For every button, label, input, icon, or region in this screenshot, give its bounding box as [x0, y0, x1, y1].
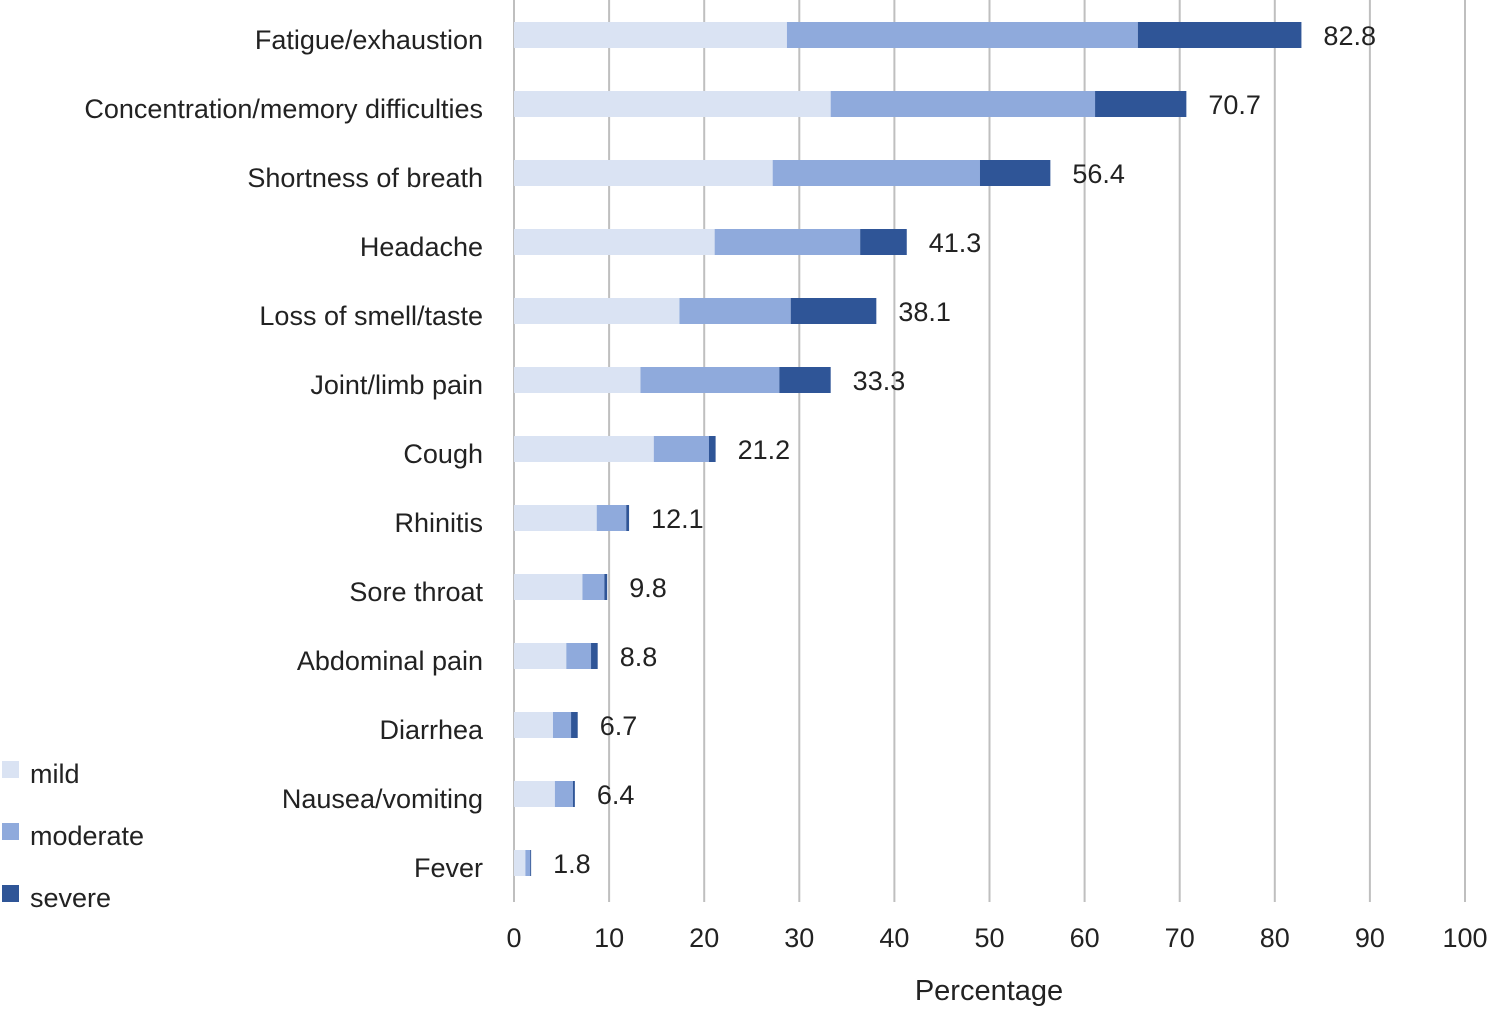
category-label: Concentration/memory difficulties — [84, 94, 483, 124]
bar-segment-severe — [790, 298, 877, 324]
total-value-label: 82.8 — [1323, 21, 1376, 51]
legend-label-severe: severe — [30, 883, 111, 913]
category-label: Abdominal pain — [297, 646, 483, 676]
x-tick-label: 70 — [1165, 923, 1195, 953]
bar-segment-moderate — [596, 505, 627, 531]
bar-segment-severe — [1095, 91, 1187, 117]
total-value-label: 38.1 — [898, 297, 951, 327]
legend-swatch-mild — [2, 761, 19, 778]
bar-segment-severe — [860, 229, 907, 255]
x-axis-title: Percentage — [915, 975, 1063, 1007]
bar-segment-severe — [571, 712, 578, 738]
category-label: Sore throat — [349, 577, 483, 607]
legend-label-mild: mild — [30, 759, 80, 789]
category-label: Fatigue/exhaustion — [255, 25, 483, 55]
bar-segment-moderate — [830, 91, 1096, 117]
x-tick-label: 40 — [879, 923, 909, 953]
legend-label-moderate: moderate — [30, 821, 144, 851]
total-value-label: 41.3 — [929, 228, 982, 258]
x-tick-label: 80 — [1260, 923, 1290, 953]
total-value-label: 6.7 — [600, 711, 638, 741]
bar-segment-moderate — [786, 22, 1138, 48]
total-value-label: 33.3 — [853, 366, 906, 396]
bar-segment-moderate — [552, 712, 572, 738]
x-tick-label: 100 — [1442, 923, 1487, 953]
category-label: Loss of smell/taste — [259, 301, 483, 331]
data-labels: 82.8 70.7 56.4 41.3 38.1 33.3 21.2 12.1 9.8 8.8 6.… — [553, 21, 1376, 879]
total-value-label: 1.8 — [553, 849, 591, 879]
category-label: Cough — [403, 439, 483, 469]
bar-segment-mild — [514, 298, 680, 324]
bars — [514, 22, 1302, 876]
x-tick-label: 0 — [506, 923, 521, 953]
bar-segment-mild — [514, 850, 526, 876]
bar-segment-severe — [979, 160, 1051, 186]
total-value-label: 21.2 — [738, 435, 791, 465]
bar-segment-severe — [530, 850, 532, 876]
gridlines — [513, 0, 1466, 902]
bar-segment-severe — [1137, 22, 1302, 48]
total-value-label: 6.4 — [597, 780, 635, 810]
total-value-label: 8.8 — [620, 642, 658, 672]
bar-segment-mild — [514, 643, 567, 669]
bar-segment-mild — [514, 505, 597, 531]
bar-segment-mild — [514, 712, 553, 738]
total-value-label: 70.7 — [1208, 90, 1261, 120]
bar-segment-mild — [514, 574, 583, 600]
x-tick-label: 20 — [689, 923, 719, 953]
bar-segment-severe — [626, 505, 630, 531]
category-label: Headache — [360, 232, 483, 262]
bar-segment-moderate — [640, 367, 780, 393]
category-label: Nausea/vomiting — [282, 784, 483, 814]
legend: mild moderate severe — [2, 759, 144, 913]
bar-segment-mild — [514, 436, 654, 462]
bar-segment-severe — [572, 781, 575, 807]
x-tick-label: 90 — [1355, 923, 1385, 953]
bar-segment-moderate — [554, 781, 573, 807]
bar-segment-moderate — [772, 160, 980, 186]
bar-segment-severe — [591, 643, 598, 669]
bar-segment-moderate — [525, 850, 531, 876]
category-label: Diarrhea — [379, 715, 484, 745]
bar-segment-mild — [514, 367, 641, 393]
bar-segment-moderate — [582, 574, 605, 600]
bar-segment-moderate — [714, 229, 861, 255]
bar-segment-moderate — [566, 643, 592, 669]
total-value-label: 9.8 — [629, 573, 667, 603]
category-label: Rhinitis — [394, 508, 483, 538]
x-tick-label: 30 — [784, 923, 814, 953]
bar-segment-mild — [514, 91, 831, 117]
category-labels: Fatigue/exhaustion Concentration/memory d… — [84, 25, 484, 883]
bar-segment-mild — [514, 229, 715, 255]
category-label: Joint/limb pain — [310, 370, 483, 400]
bar-segment-mild — [514, 781, 555, 807]
legend-swatch-moderate — [2, 823, 19, 840]
total-value-label: 12.1 — [651, 504, 704, 534]
bar-segment-mild — [514, 22, 787, 48]
bar-segment-severe — [708, 436, 716, 462]
x-axis-ticks: 0 10 20 30 40 50 60 70 80 90 100 — [506, 923, 1487, 953]
bar-segment-moderate — [679, 298, 791, 324]
category-label: Fever — [414, 853, 483, 883]
bar-segment-severe — [779, 367, 831, 393]
x-tick-label: 60 — [1070, 923, 1100, 953]
bar-segment-moderate — [653, 436, 709, 462]
x-tick-label: 50 — [974, 923, 1004, 953]
bar-segment-severe — [604, 574, 608, 600]
bar-segment-mild — [514, 160, 773, 186]
total-value-label: 56.4 — [1072, 159, 1125, 189]
category-label: Shortness of breath — [247, 163, 483, 193]
legend-swatch-severe — [2, 885, 19, 902]
x-tick-label: 10 — [594, 923, 624, 953]
